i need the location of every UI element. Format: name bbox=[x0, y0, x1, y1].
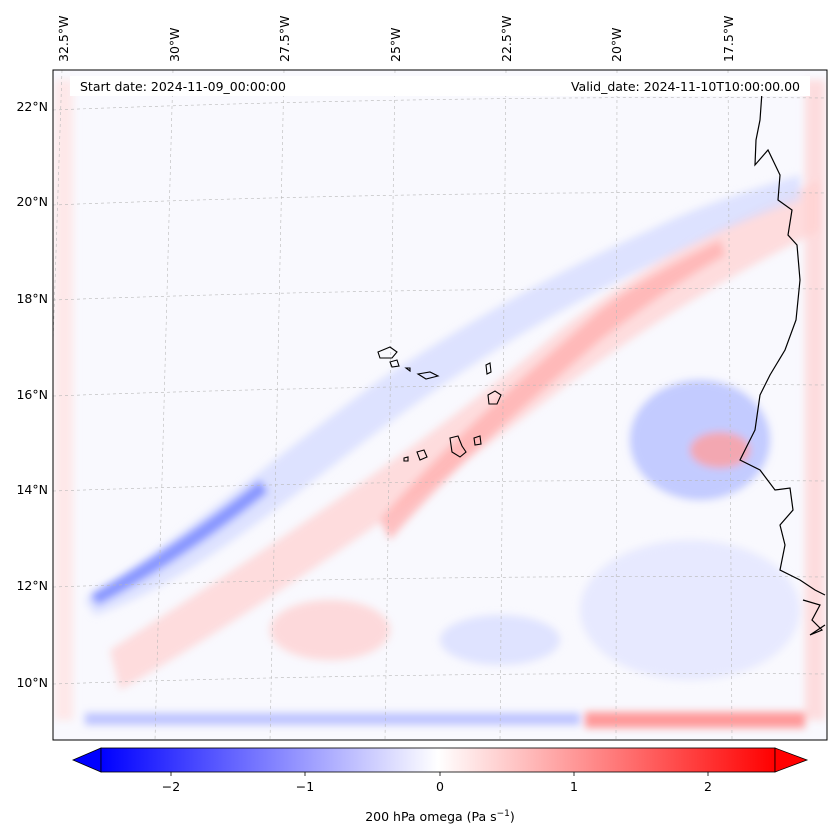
colorbar-tick-label-1: 1 bbox=[570, 779, 578, 794]
lon-label-22.5: 22.5°W bbox=[499, 16, 514, 62]
lon-label-32.5: 32.5°W bbox=[56, 16, 71, 62]
lon-label-17.5: 17.5°W bbox=[721, 16, 736, 62]
omega-patch-south bbox=[270, 600, 390, 660]
lon-label-25: 25°W bbox=[388, 27, 403, 62]
island-fogo bbox=[416, 449, 428, 461]
cape-verde-islands bbox=[377, 346, 502, 462]
omega-patch-south-blue bbox=[440, 615, 560, 665]
gridline-lat-10 bbox=[53, 673, 827, 685]
omega-positive-core bbox=[380, 240, 725, 540]
latitude-labels: 22°N 20°N 18°N 16°N 14°N 12°N 10°N bbox=[16, 99, 48, 690]
omega-right-strip bbox=[805, 80, 825, 720]
omega-negative-south bbox=[580, 540, 800, 680]
gridline-lon-22.5 bbox=[499, 70, 507, 740]
island-sao-vicente bbox=[389, 359, 400, 368]
lat-label-10: 10°N bbox=[16, 675, 48, 690]
colorbar-label: 200 hPa omega (Pa s−1) bbox=[365, 809, 515, 824]
omega-positive-coastal bbox=[690, 432, 750, 468]
colorbar-tick-label--1: −1 bbox=[296, 779, 314, 794]
colorbar-extend-min bbox=[71, 747, 102, 773]
gridline-lon-25 bbox=[384, 70, 396, 740]
colorbar-label-main: 200 hPa omega (Pa s bbox=[365, 809, 496, 824]
island-maio bbox=[473, 435, 482, 446]
start-date-label: Start date: 2024-11-09_00:00:00 bbox=[80, 79, 286, 94]
omega-bottom-negative-strip bbox=[85, 713, 580, 725]
colorbar-tick-labels: −2 −1 0 1 2 bbox=[162, 779, 712, 794]
lat-label-14: 14°N bbox=[16, 482, 48, 497]
gridline-lon-30 bbox=[154, 70, 174, 740]
lat-label-16: 16°N bbox=[16, 387, 48, 402]
lat-label-12: 12°N bbox=[16, 578, 48, 593]
island-sal bbox=[485, 362, 492, 375]
island-boa-vista bbox=[487, 390, 502, 405]
omega-negative-streak bbox=[90, 480, 268, 605]
colorbar-label-sup: −1 bbox=[497, 809, 510, 819]
island-santa-luzia bbox=[404, 367, 411, 373]
map-panel: Start date: 2024-11-09_00:00:00 Valid_da… bbox=[16, 16, 828, 741]
gridline-lat-22 bbox=[53, 97, 827, 111]
valid-date-label: Valid_date: 2024-11-10T10:00:00.00 bbox=[571, 79, 800, 94]
colorbar-tick-label-0: 0 bbox=[436, 779, 444, 794]
map-frame bbox=[52, 69, 828, 741]
colorbar-extend-max bbox=[774, 747, 809, 773]
africa-coastline bbox=[739, 91, 826, 596]
gridlines bbox=[53, 70, 827, 740]
gridline-lon-17.5 bbox=[727, 70, 733, 740]
colorbar-gradient bbox=[100, 747, 776, 773]
lon-label-30: 30°W bbox=[167, 27, 182, 62]
longitude-labels: 32.5°W 30°W 27.5°W 25°W 22.5°W 20°W 17.5… bbox=[56, 16, 736, 62]
omega-bottom-positive-strip bbox=[585, 712, 805, 728]
lat-label-20: 20°N bbox=[16, 194, 48, 209]
island-brava bbox=[403, 456, 409, 462]
gridline-lat-20 bbox=[53, 192, 827, 206]
lon-label-20: 20°W bbox=[609, 27, 624, 62]
colorbar-ticks bbox=[170, 772, 709, 776]
gridline-lon-27.5 bbox=[269, 70, 285, 740]
gridline-lat-14 bbox=[53, 480, 827, 492]
omega-field bbox=[55, 80, 825, 728]
africa-coastline-south bbox=[802, 599, 826, 636]
island-sao-nicolau bbox=[416, 371, 440, 380]
lat-label-22: 22°N bbox=[16, 99, 48, 114]
colorbar-tick-label--2: −2 bbox=[162, 779, 180, 794]
island-santo-antao bbox=[377, 346, 398, 359]
gridline-lat-12 bbox=[53, 576, 827, 588]
date-annotation-box bbox=[70, 76, 810, 96]
colorbar-tick-label-2: 2 bbox=[704, 779, 712, 794]
island-santiago bbox=[449, 435, 467, 458]
omega-negative-band bbox=[85, 175, 800, 615]
gridline-lat-16 bbox=[53, 384, 827, 397]
colorbar: −2 −1 0 1 2 200 hPa omega (Pa s−1) bbox=[71, 747, 809, 824]
colorbar-label-end: ) bbox=[510, 809, 515, 824]
gridline-lon-20 bbox=[615, 70, 618, 740]
omega-left-strip bbox=[55, 80, 73, 720]
lon-label-27.5: 27.5°W bbox=[277, 16, 292, 62]
lat-label-18: 18°N bbox=[16, 291, 48, 306]
gridline-lat-18 bbox=[53, 288, 827, 301]
